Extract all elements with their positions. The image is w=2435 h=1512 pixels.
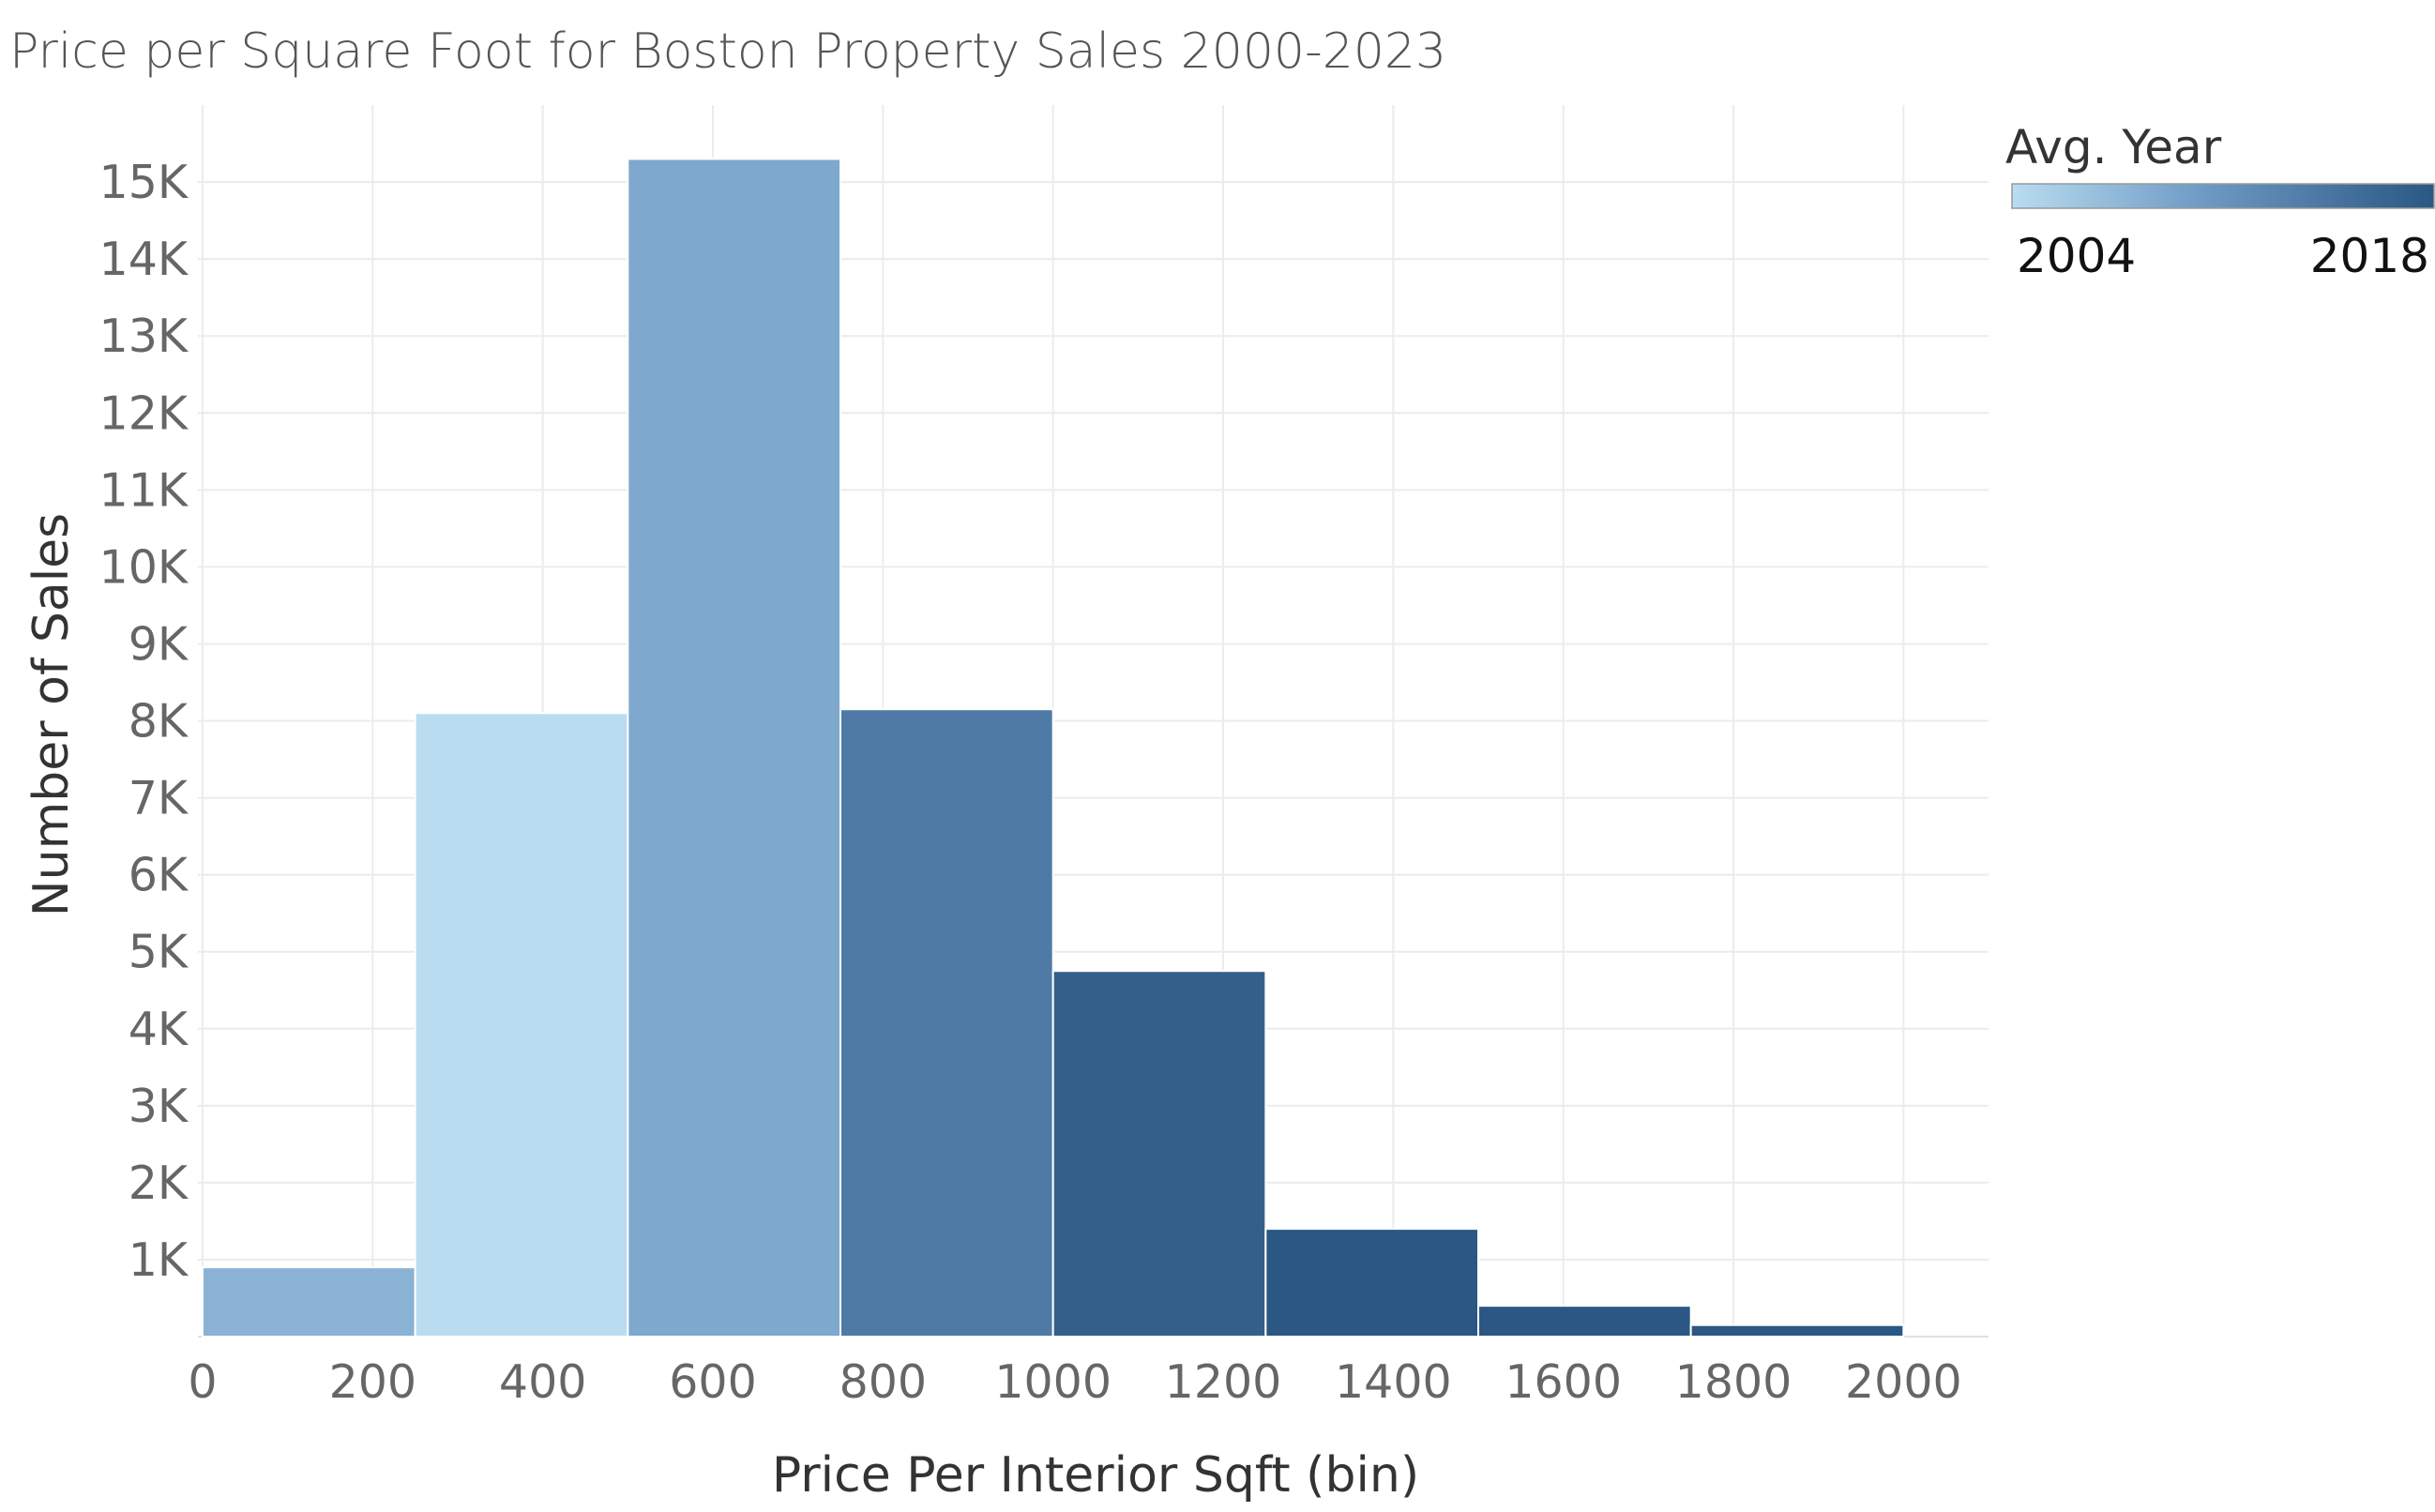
legend-title: Avg. Year [2005, 120, 2222, 174]
y-tick-label: 10K [99, 540, 189, 594]
chart-title: Price per Square Foot for Boston Propert… [9, 23, 1446, 80]
histogram-bar [1264, 1228, 1480, 1338]
x-tick-label: 1400 [1335, 1355, 1452, 1409]
histogram-bar [202, 1266, 416, 1338]
histogram-bar [1477, 1305, 1692, 1338]
y-tick-label: 11K [99, 463, 189, 517]
x-tick-label: 1000 [994, 1355, 1112, 1409]
y-tick-label: 3K [129, 1080, 189, 1133]
y-tick-label: 6K [129, 849, 189, 902]
y-axis-ticks: 1K 2K 3K 4K 5K 6K 7K 8K 9K 10K 11K 12K 13K 14K 15K [99, 156, 189, 1287]
x-tick-label: 1200 [1165, 1355, 1282, 1409]
y-tick-label: 2K [129, 1157, 189, 1210]
y-tick-label: 14K [99, 233, 189, 286]
histogram-bar [1689, 1323, 1905, 1338]
legend-gradient-bar [2011, 183, 2435, 209]
y-tick-label: 9K [129, 617, 189, 671]
histogram-bar [1051, 970, 1267, 1338]
x-tick-label: 2000 [1845, 1355, 1962, 1409]
x-tick-label: 800 [839, 1355, 928, 1409]
legend-min-label: 2004 [2017, 229, 2136, 283]
legend-max-label: 2018 [2310, 229, 2429, 283]
y-axis-title: Number of Sales [23, 513, 80, 916]
x-tick-label: 200 [329, 1355, 417, 1409]
y-tick-label: 1K [129, 1233, 189, 1287]
x-axis-ticks: 0 200 400 600 800 1000 1200 1400 1600 1800 2000 [188, 1355, 1961, 1409]
color-legend: Avg. Year 2004 2018 [2005, 120, 2435, 283]
x-tick-label: 600 [669, 1355, 757, 1409]
x-tick-label: 1800 [1675, 1355, 1792, 1409]
y-tick-label: 5K [129, 926, 189, 979]
y-tick-label: 12K [99, 386, 189, 440]
x-tick-label: 1600 [1505, 1355, 1622, 1409]
y-tick-label: 7K [129, 772, 189, 825]
x-tick-label: 400 [499, 1355, 587, 1409]
y-tick-label: 8K [129, 695, 189, 748]
histogram-bar [627, 158, 841, 1338]
histogram-bars [202, 158, 1905, 1338]
y-tick-label: 13K [99, 310, 189, 363]
histogram-bar [414, 712, 629, 1338]
x-tick-label: 0 [188, 1355, 217, 1409]
histogram-bar [839, 708, 1054, 1338]
y-tick-label: 15K [99, 156, 189, 209]
x-axis-title: Price Per Interior Sqft (bin) [772, 1447, 1419, 1504]
y-tick-label: 4K [129, 1003, 189, 1056]
